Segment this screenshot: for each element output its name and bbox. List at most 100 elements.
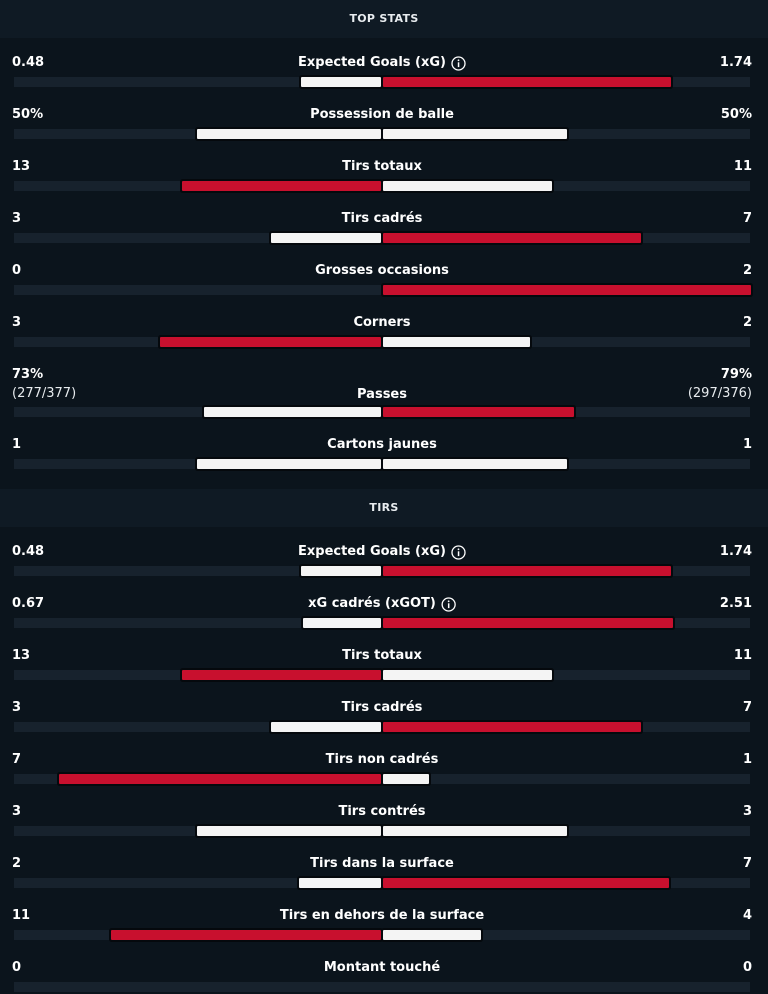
info-icon[interactable] (451, 55, 466, 71)
away-detail: (297/376) (687, 386, 752, 401)
stat-name: Tirs en dehors de la surface (280, 908, 484, 924)
home-value: 13 (12, 159, 31, 174)
home-value: 11 (12, 908, 31, 923)
home-bar (197, 459, 381, 469)
away-value: 1 (742, 752, 752, 767)
info-stem (457, 61, 460, 67)
home-bar (299, 878, 381, 888)
home-bar (204, 407, 381, 417)
away-value: 11 (733, 648, 752, 663)
home-bar (303, 618, 381, 628)
stat-name: Montant touché (324, 960, 440, 976)
stat-name-text: Tirs non cadrés (325, 752, 439, 767)
bar-track (14, 566, 750, 576)
home-value: 1 (12, 437, 22, 452)
stat-name-text: Passes (357, 387, 407, 402)
bar-track (14, 77, 750, 87)
stat-name-text: Possession de balle (310, 107, 454, 122)
info-dot (457, 58, 460, 61)
home-bar (181, 670, 381, 680)
section-title: TIRS (369, 501, 399, 514)
bar-track (14, 407, 750, 417)
info-circle (451, 55, 466, 71)
stat-name-text: Grosses occasions (315, 263, 449, 278)
home-value: 7 (12, 752, 22, 767)
away-value: 2 (742, 315, 752, 330)
away-bar (383, 774, 429, 784)
bar-track (14, 233, 750, 243)
stat-name: Tirs totaux (342, 159, 422, 175)
bar-track (14, 459, 750, 469)
home-value: 50% (12, 107, 44, 122)
away-bar (383, 618, 674, 628)
bar-track (14, 878, 750, 888)
away-bar (383, 77, 672, 87)
stat-name: Tirs cadrés (342, 211, 423, 227)
section-title: TOP STATS (349, 12, 419, 25)
stat-name-text: Expected Goals (xG) (298, 544, 446, 559)
bar-track (14, 285, 750, 295)
info-stem (457, 550, 460, 556)
away-value: 1.74 (719, 55, 752, 70)
home-bar (197, 129, 381, 139)
stat-name: Grosses occasions (315, 263, 449, 279)
bar-track (14, 337, 750, 347)
stat-name: xG cadrés (xGOT) (308, 596, 456, 612)
home-value: 73% (12, 367, 44, 382)
away-bar (383, 670, 552, 680)
bar-track (14, 826, 750, 836)
stat-name: Expected Goals (xG) (298, 55, 466, 71)
home-detail: (277/377) (12, 386, 77, 401)
bar-track (14, 774, 750, 784)
home-value: 0.67 (12, 596, 45, 611)
info-dot (447, 599, 450, 602)
info-icon[interactable] (451, 544, 466, 560)
away-value: 1 (742, 437, 752, 452)
stat-name: Tirs non cadrés (326, 752, 439, 768)
away-bar (383, 181, 552, 191)
away-bar (383, 878, 670, 888)
stat-name: Corners (353, 315, 410, 331)
away-bar (383, 722, 641, 732)
stat-name-text: Expected Goals (xG) (298, 55, 446, 70)
info-circle (451, 544, 466, 560)
stat-name-text: Tirs totaux (342, 648, 422, 663)
away-value: 7 (742, 700, 752, 715)
away-value: 4 (742, 908, 752, 923)
stat-name-text: Tirs en dehors de la surface (279, 908, 485, 923)
home-bar (301, 77, 381, 87)
stat-name-text: Tirs totaux (342, 159, 422, 174)
away-value: 11 (733, 159, 752, 174)
stat-name-text: Montant touché (323, 960, 441, 975)
info-circle (441, 596, 456, 612)
away-value: 2.51 (719, 596, 752, 611)
stat-name: Expected Goals (xG) (298, 544, 466, 560)
stat-name-text: Corners (353, 315, 411, 330)
home-value: 2 (12, 856, 22, 871)
stat-name: Tirs cadrés (342, 700, 423, 716)
home-bar (301, 566, 381, 576)
stat-name-text: Tirs dans la surface (310, 856, 454, 871)
stat-name: Tirs totaux (342, 648, 422, 664)
home-value: 0 (12, 960, 22, 975)
stat-name-text: Tirs cadrés (341, 700, 423, 715)
away-value: 7 (742, 856, 752, 871)
home-value: 0.48 (12, 55, 45, 70)
stat-name: Tirs dans la surface (310, 856, 454, 872)
stat-name-text: Cartons jaunes (327, 437, 437, 452)
info-icon[interactable] (441, 596, 456, 612)
info-stem (447, 602, 450, 608)
away-bar (383, 407, 575, 417)
stat-name: Tirs contrés (338, 804, 425, 820)
away-value: 50% (720, 107, 752, 122)
home-bar (197, 826, 381, 836)
away-bar (383, 337, 531, 347)
away-bar (383, 285, 751, 295)
away-bar (383, 459, 567, 469)
stat-name-text: Tirs cadrés (341, 211, 423, 226)
bar-track (14, 181, 750, 191)
bar-track (14, 930, 750, 940)
home-value: 3 (12, 804, 22, 819)
